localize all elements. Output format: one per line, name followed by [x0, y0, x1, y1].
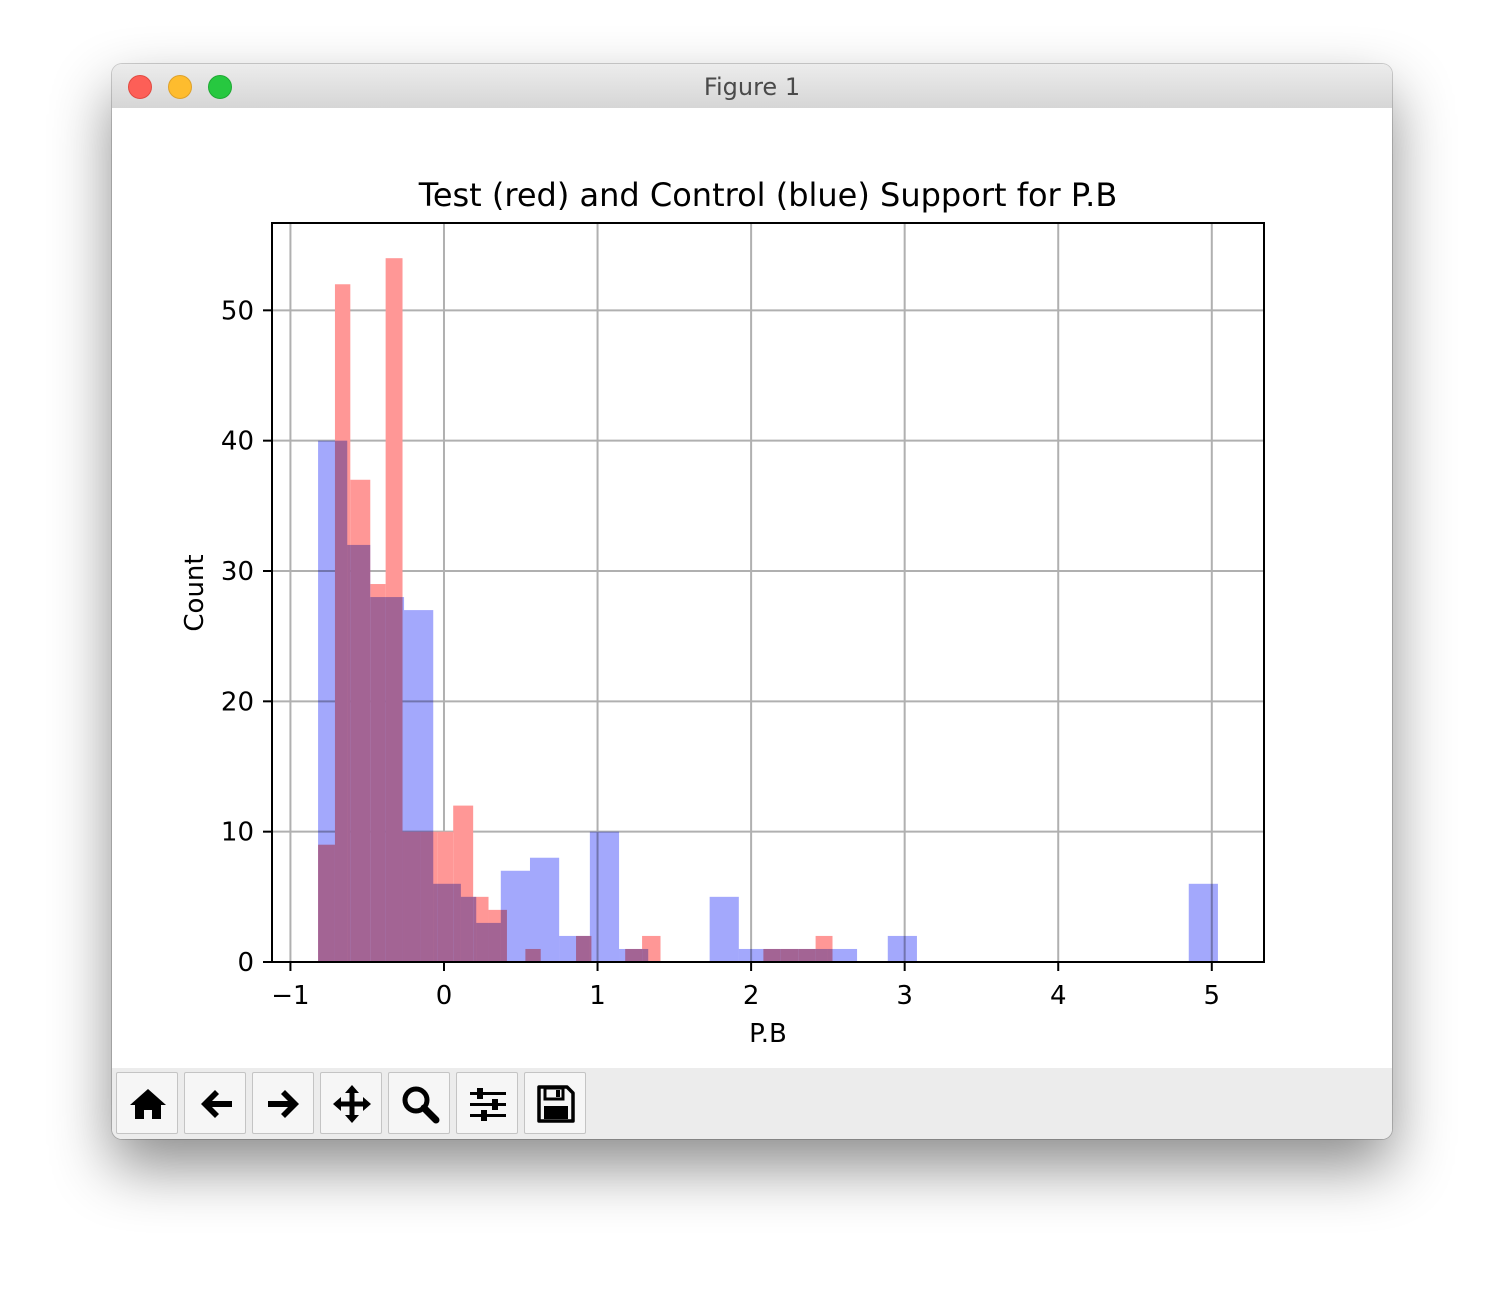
x-tick-label: 4 — [1050, 981, 1067, 1011]
y-tick-label: 30 — [221, 557, 254, 587]
control-bar — [500, 870, 530, 962]
control-bar — [370, 597, 405, 962]
control-bar — [1188, 883, 1218, 962]
x-tick-label: 3 — [896, 981, 913, 1011]
control-bar — [827, 948, 858, 962]
x-tick-label: 2 — [743, 981, 760, 1011]
maximize-window-button[interactable] — [208, 75, 232, 99]
save-button[interactable] — [524, 1072, 586, 1134]
x-tick-label: 1 — [589, 981, 606, 1011]
arrow-right-icon — [268, 1090, 299, 1118]
histogram-bars — [318, 258, 1218, 962]
close-window-button[interactable] — [128, 75, 152, 99]
home-button[interactable] — [116, 1072, 178, 1134]
plot-frame — [271, 222, 1265, 963]
chart-title: Test (red) and Control (blue) Support fo… — [418, 176, 1118, 214]
control-bar — [709, 896, 739, 962]
forward-button[interactable] — [252, 1072, 314, 1134]
x-tick-label: 5 — [1204, 981, 1221, 1011]
arrow-left-icon — [201, 1090, 232, 1118]
sliders-icon — [470, 1088, 506, 1121]
figure-canvas[interactable]: Test (red) and Control (blue) Support fo… — [112, 108, 1392, 1068]
x-tick-label: 0 — [436, 981, 453, 1011]
x-axis-label: P.B — [749, 1019, 787, 1049]
control-bar — [589, 831, 620, 962]
configure-subplots-button[interactable] — [456, 1072, 518, 1134]
control-bar — [798, 948, 828, 962]
move-icon — [333, 1085, 371, 1123]
floppy-disk-icon — [537, 1085, 575, 1123]
control-bar — [529, 857, 560, 962]
navigation-toolbar — [112, 1068, 1392, 1139]
control-bar — [433, 883, 461, 962]
back-button[interactable] — [184, 1072, 246, 1134]
zoom-button[interactable] — [388, 1072, 450, 1134]
pan-button[interactable] — [320, 1072, 382, 1134]
window-title: Figure 1 — [703, 73, 801, 101]
x-tick-label: −1 — [271, 981, 309, 1011]
histogram-chart: Test (red) and Control (blue) Support fo… — [180, 176, 1265, 1049]
y-tick-label: 20 — [221, 687, 254, 717]
control-bar — [404, 610, 434, 962]
y-tick-label: 10 — [221, 818, 254, 848]
figure-window: Figure 1 Test (red) and Control (blue) S… — [112, 64, 1392, 1139]
control-bar — [738, 948, 768, 962]
search-icon — [402, 1086, 440, 1124]
title-bar: Figure 1 — [112, 64, 1392, 109]
y-tick-label: 0 — [237, 948, 254, 978]
control-bar — [887, 935, 917, 962]
y-axis-label: Count — [180, 554, 210, 631]
control-bar — [619, 948, 649, 962]
control-bar — [318, 440, 348, 962]
control-bar — [559, 935, 590, 962]
y-tick-label: 40 — [221, 427, 254, 457]
control-bar — [476, 922, 501, 962]
y-tick-label: 50 — [221, 296, 254, 326]
control-bar — [460, 896, 477, 962]
minimize-window-button[interactable] — [168, 75, 192, 99]
control-bar — [768, 948, 799, 962]
control-bar — [347, 544, 371, 962]
home-icon — [130, 1089, 166, 1119]
